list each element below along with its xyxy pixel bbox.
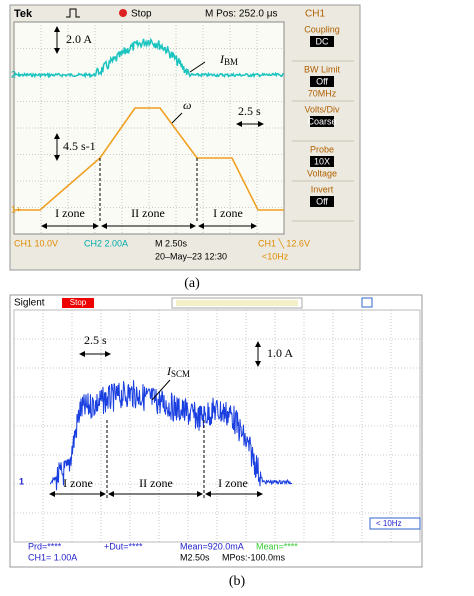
leader (171, 112, 183, 124)
speed-label: ω (183, 98, 191, 112)
footer-dut: +Dut=**** (104, 541, 143, 551)
menu-extra: 70MHz (308, 88, 337, 98)
brand: Siglent (14, 298, 45, 309)
footer-mpos: MPos:-100.0ms (222, 552, 286, 562)
current-label: ISCM (166, 364, 190, 379)
footer-trigger: CH1 ╲ 12.6V (258, 237, 310, 249)
menu-title: Invert (311, 184, 334, 194)
menu-value-box (310, 116, 334, 127)
scope-b: Siglent Stop 1 I zone II zone I zone 2.5… (9, 294, 423, 568)
menu-value: Off (316, 76, 328, 86)
menu-value-box (310, 36, 334, 47)
footer-ch1: CH1 10.0V (14, 238, 58, 248)
freq-box (369, 517, 421, 530)
side-menu: Coupling DC BW Limit Off 70MHz Volts/Div Coars… (292, 24, 354, 222)
zone-label: I zone (213, 206, 243, 220)
zone-label: II zone (139, 476, 173, 490)
position: M Pos: 252.0 μs (205, 9, 277, 20)
speed-trace (14, 107, 284, 211)
menu-value: 10X (314, 156, 330, 166)
footer-ch1: CH1= 1.00A (28, 552, 77, 562)
leader (189, 61, 206, 73)
footer-freq: <10Hz (262, 251, 289, 261)
footer-timebase: M2.50s (180, 552, 210, 562)
footer-freq: < 10Hz (376, 519, 402, 528)
current-trace (49, 380, 293, 491)
footer-prd: Prd=**** (28, 541, 62, 551)
net-icon (361, 297, 373, 308)
footer-ch2: CH2 2.00A (84, 238, 128, 248)
stop-dot (119, 9, 127, 17)
menu-value: DC (316, 36, 329, 46)
zone-label: I zone (218, 476, 248, 490)
menu-title: BW Limit (304, 64, 340, 74)
menu-value-box (310, 196, 334, 207)
marker: 1 (19, 476, 24, 486)
menu-value: Coarse (307, 116, 336, 126)
channel: CH1 (305, 9, 325, 20)
caption: (a) (184, 276, 200, 291)
menu-value: Off (316, 196, 328, 206)
scope-a: Tek Stop M Pos: 252.0 μs CH1 Coupling DC B… (9, 4, 361, 271)
menu-title: Probe (310, 144, 334, 154)
speed-scale: 4.5 s-1 (63, 139, 96, 153)
trigger-icon (66, 8, 80, 18)
footer-mean2: Mean=**** (256, 541, 298, 551)
current-scale: 1.0 A (267, 346, 293, 360)
status: Stop (70, 298, 87, 307)
time-scale: 2.5 s (238, 104, 261, 118)
memory-fill (176, 300, 298, 306)
leader (151, 379, 171, 401)
menu-title: Volts/Div (304, 104, 340, 114)
zone-label: II zone (131, 206, 165, 220)
footer-mean: Mean=920.0mA (180, 541, 244, 551)
menu-extra: Voltage (307, 168, 337, 178)
caption: (b) (229, 574, 246, 589)
zone-label: I zone (63, 476, 93, 490)
current-scale: 2.0 A (66, 32, 92, 46)
zone-label: I zone (55, 206, 85, 220)
menu-value-box (310, 156, 334, 167)
status-box (62, 298, 94, 308)
status: Stop (131, 9, 152, 20)
current-trace (13, 37, 284, 79)
current-label: IBM (219, 52, 238, 67)
time-scale: 2.5 s (84, 333, 107, 347)
footer-timebase: M 2.50s (155, 238, 188, 248)
brand: Tek (14, 8, 33, 20)
footer-date: 20–May–23 12:30 (155, 251, 227, 261)
menu-title: Coupling (304, 24, 340, 34)
menu-value-box (310, 76, 334, 87)
